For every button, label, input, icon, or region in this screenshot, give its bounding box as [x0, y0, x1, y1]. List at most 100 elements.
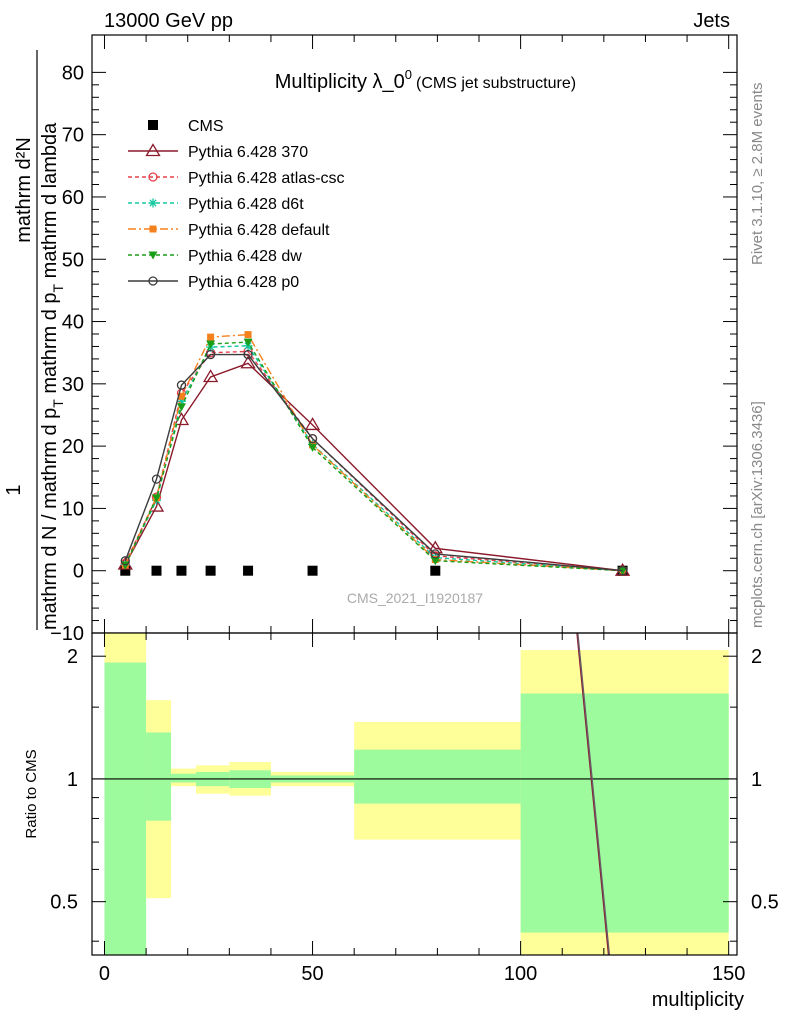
ratio-lines [576, 633, 611, 955]
main-ytick-label: 50 [62, 249, 84, 271]
uncertainty-band-green [354, 749, 521, 804]
main-ylabel-den-3: mathrm d p [39, 292, 61, 399]
chart-watermark: CMS_2021_I1920187 [347, 590, 483, 606]
main-ylabel-den-1: mathrm d N / mathrm d p [39, 408, 61, 630]
uncertainty-band-green [171, 773, 197, 783]
series-5 [120, 338, 628, 576]
data-point [307, 565, 318, 576]
legend-marker [148, 251, 158, 260]
legend-label: CMS [188, 118, 224, 135]
ratio-frame [91, 632, 738, 956]
main-ytick-label: 60 [62, 187, 84, 209]
header-left: 13000 GeV pp [104, 10, 233, 32]
legend-label: Pythia 6.428 370 [188, 144, 308, 161]
svg-text:mathrm d N / mathrm d pT mathr: mathrm d N / mathrm d pT mathrm d pT mat… [39, 122, 66, 630]
uncertainty-band-green [520, 693, 729, 933]
side-label-top: Rivet 3.1.10, ≥ 2.8M events [749, 83, 766, 266]
data-point [617, 566, 628, 576]
series-1 [117, 355, 631, 576]
series-line [124, 345, 623, 572]
chart-title-main: Multiplicity λ_0 [275, 71, 405, 93]
legend-marker [148, 120, 158, 130]
legend-item: Pythia 6.428 atlas-csc [128, 170, 345, 187]
ratio-line [576, 633, 610, 955]
data-point [176, 403, 186, 412]
data-point [618, 567, 628, 576]
ratio-ytick-label-right: 2 [751, 646, 762, 668]
ratio-bands [92, 633, 737, 955]
data-point [177, 392, 185, 400]
ratio-ytick-label: 0.5 [50, 892, 78, 914]
chart-title-superscript: 0 [405, 67, 412, 82]
data-point [308, 443, 318, 452]
ratio-line [577, 633, 611, 955]
legend-label: Pythia 6.428 dw [188, 248, 302, 265]
side-label-bottom: mcplots.cern.ch [arXiv:1306.3436] [749, 401, 766, 628]
data-point [205, 349, 216, 360]
series-line [124, 353, 623, 572]
series-line [124, 362, 623, 572]
series-line [124, 350, 623, 572]
main-ytick-label: 0 [73, 561, 84, 583]
ratio-ytick-label-right: 0.5 [751, 892, 779, 914]
main-ylabel-den-5: mathrm d lambda [39, 122, 61, 284]
main-ytick-label: 70 [62, 125, 84, 147]
series-3 [120, 341, 628, 576]
legend-marker [149, 225, 157, 233]
main-panel: −10 0 10 20 30 40 50 60 70 80 CMS_2021_I1920187 M… [50, 34, 738, 645]
x-axis-label: multiplicity [652, 989, 744, 1011]
data-point [243, 338, 253, 347]
series-line [124, 333, 623, 572]
ratio-ytick-label: 2 [67, 646, 78, 668]
data-point [206, 340, 216, 349]
data-point [176, 380, 187, 390]
data-point [430, 565, 441, 576]
main-ylabel-numerator: mathrm d²N [13, 137, 35, 243]
legend-item: CMS [148, 118, 224, 135]
data-point [202, 369, 219, 383]
legend-marker [148, 172, 158, 182]
legend-item: Pythia 6.428 d6t [128, 196, 304, 213]
data-point [120, 556, 130, 566]
data-point [207, 333, 215, 341]
header-right: Jets [693, 10, 730, 32]
main-ylabel: 1 mathrm d²N mathrm d N / mathrm d p T ma… [3, 50, 66, 630]
legend-item: Pythia 6.428 dw [128, 248, 302, 265]
main-ytick-label: 10 [62, 498, 84, 520]
x-tick-label: 100 [504, 963, 537, 985]
main-ytick-label: 20 [62, 436, 84, 458]
main-ytick-label: 30 [62, 374, 84, 396]
data-point [152, 494, 161, 503]
data-point [243, 349, 253, 360]
main-ylabel-top: 1 [3, 484, 25, 495]
main-ytick-label: −10 [50, 623, 84, 645]
legend-label: Pythia 6.428 p0 [188, 274, 299, 291]
legend-marker [145, 143, 161, 157]
uncertainty-band-green [104, 662, 147, 955]
series-6 [120, 349, 628, 576]
legend-item: Pythia 6.428 default [128, 222, 330, 239]
ratio-ticks: 0.5 0.5 1 1 2 2 0 50 100 150 [50, 633, 779, 985]
x-tick-label: 0 [99, 963, 110, 985]
uncertainty-band-green [146, 732, 172, 821]
main-ticks: −10 0 10 20 30 40 50 60 70 80 [50, 35, 737, 645]
data-point [307, 433, 318, 444]
legend-item: Pythia 6.428 p0 [128, 274, 299, 291]
series-line [124, 341, 623, 572]
data-point [205, 565, 216, 576]
ratio-ytick-label: 1 [67, 769, 78, 791]
x-tick-label: 50 [301, 963, 323, 985]
chart-subtitle: (CMS jet substructure) [416, 75, 576, 92]
data-point [430, 549, 440, 559]
ratio-ylabel: Ratio to CMS [23, 749, 40, 838]
data-point [243, 565, 254, 576]
main-ytick-label: 80 [62, 62, 84, 84]
ratio-ytick-label-right: 1 [751, 769, 762, 791]
ratio-panel: 0.5 0.5 1 1 2 2 0 50 100 150 Ratio to CMS multipl… [23, 632, 779, 1011]
main-ylabel-den-4: T [50, 283, 66, 292]
chart-title: Multiplicity λ_00 [275, 67, 412, 93]
data-point [244, 331, 252, 339]
data-point [151, 565, 162, 576]
legend-item: Pythia 6.428 370 [128, 143, 308, 161]
